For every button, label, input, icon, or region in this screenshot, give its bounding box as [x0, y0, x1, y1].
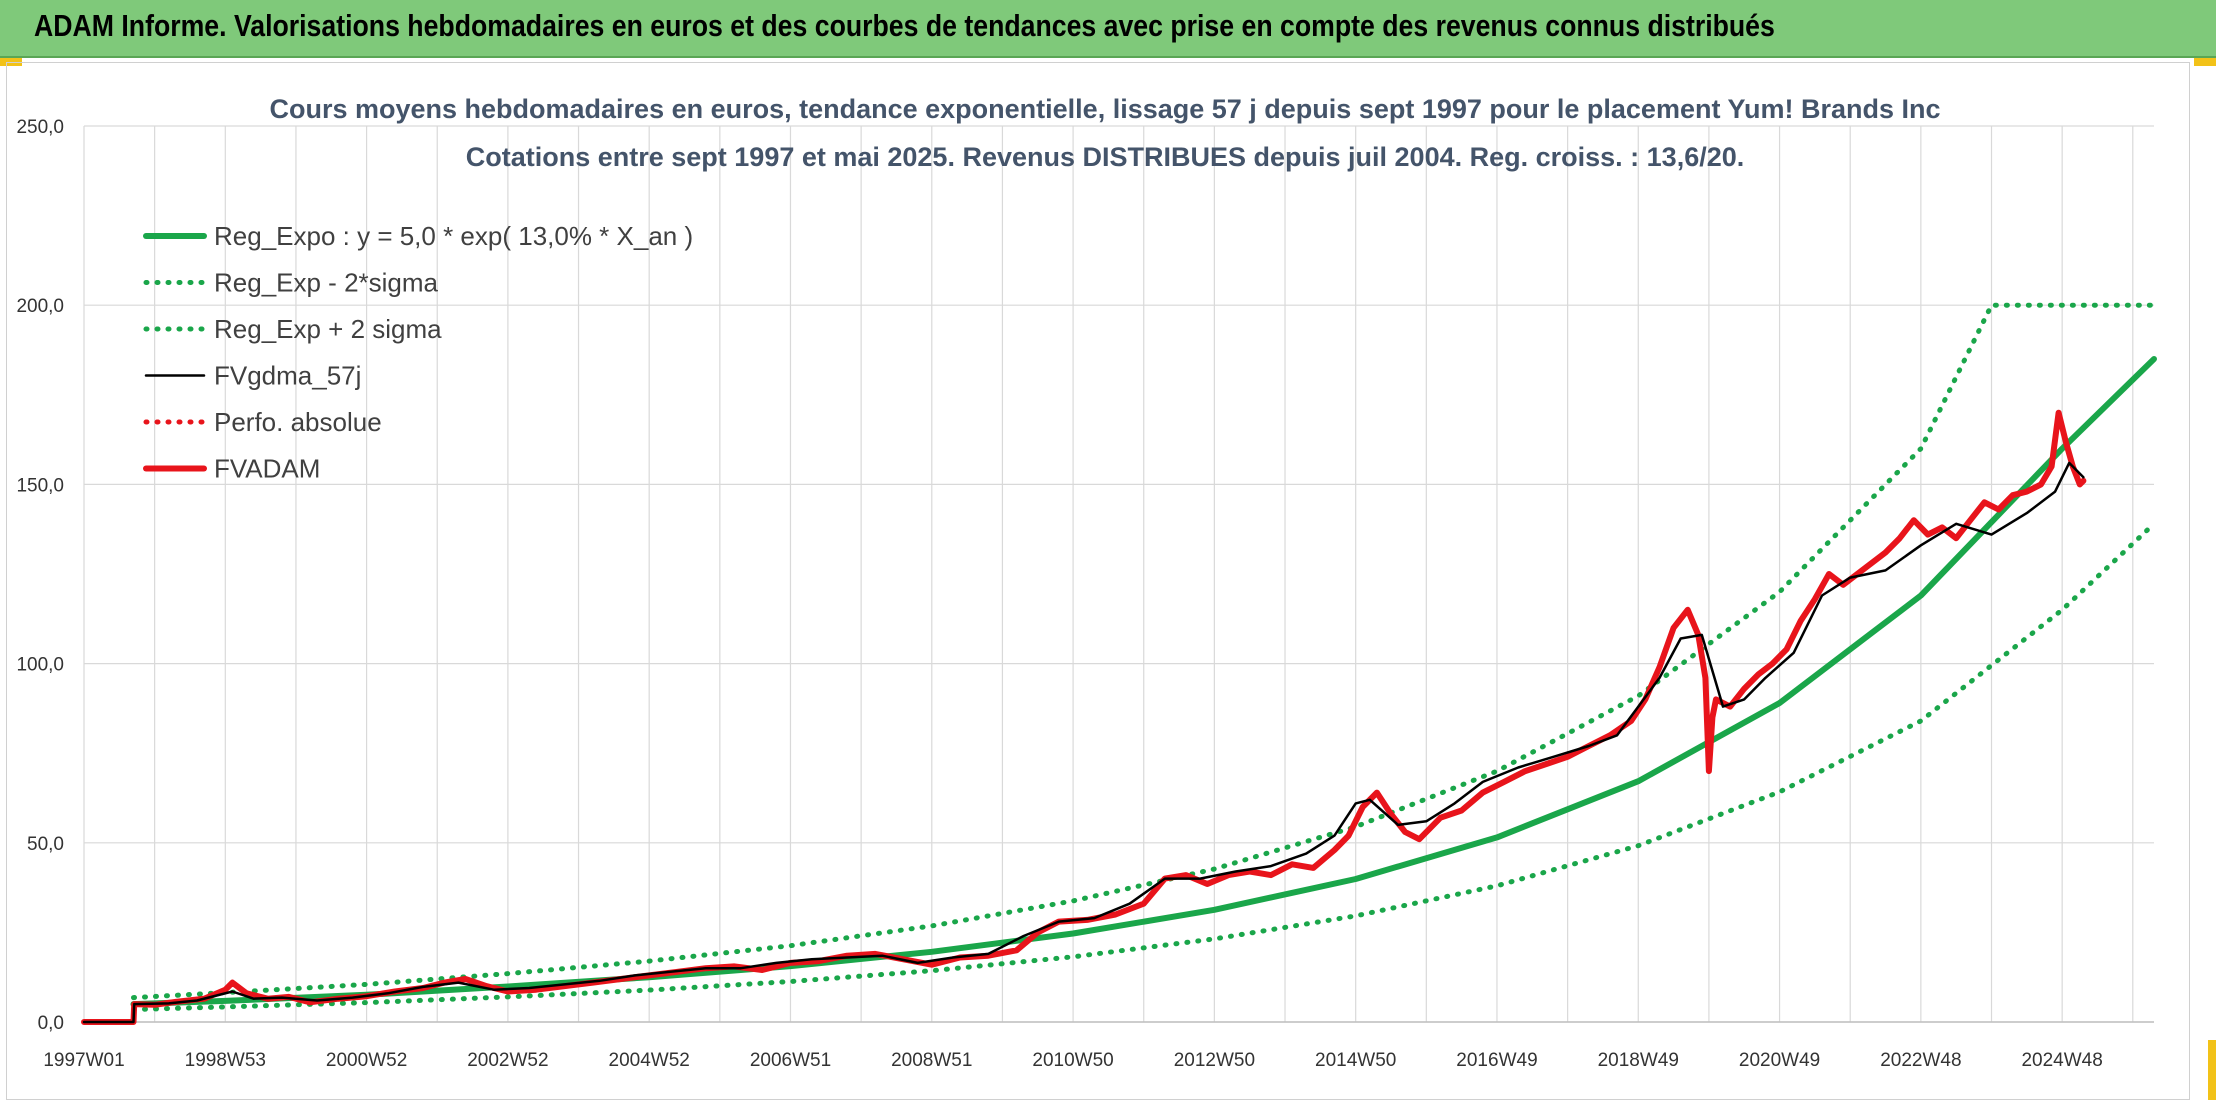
- grid: [83, 125, 2154, 1023]
- corner-marker-bottom-right: [2208, 1040, 2216, 1100]
- x-tick-label: 1998W53: [185, 1050, 266, 1071]
- x-tick-label: 1997W01: [43, 1050, 124, 1071]
- x-tick-label: 2020W49: [1739, 1050, 1820, 1071]
- y-tick-label: 0,0: [38, 1013, 64, 1034]
- series-line-2: [131, 302, 2157, 1001]
- x-tick-label: 2004W52: [609, 1050, 690, 1071]
- x-tick-label: 2008W51: [891, 1050, 972, 1071]
- x-tick-label: 2010W50: [1032, 1050, 1113, 1071]
- legend-label: Reg_Exp - 2*sigma: [214, 268, 439, 298]
- x-tick-label: 2002W52: [467, 1050, 548, 1071]
- page-title: ADAM Informe. Valorisations hebdomadaire…: [34, 8, 1775, 43]
- legend-label: FVADAM: [214, 454, 320, 484]
- y-tick-label: 150,0: [16, 475, 64, 496]
- legend-label: Perfo. absolue: [214, 407, 382, 437]
- x-tick-label: 2012W50: [1174, 1050, 1255, 1071]
- y-tick-label: 200,0: [16, 296, 64, 317]
- chart-frame: [6, 62, 2190, 1100]
- x-tick-label: 2022W48: [1880, 1050, 1961, 1071]
- y-tick-label: 50,0: [27, 834, 64, 855]
- x-tick-label: 2024W48: [2021, 1050, 2102, 1071]
- series-line-3: [82, 461, 2085, 1024]
- x-tick-label: 2006W51: [750, 1050, 831, 1071]
- axes: 0,0 50,0 100,0 150,0 200,0 250,0 1997W01 1998W5…: [16, 117, 2154, 1071]
- series-layer: [81, 302, 2157, 1025]
- series-line-1: [131, 521, 2157, 1012]
- chart-subtitle: Cotations entre sept 1997 et mai 2025. R…: [466, 142, 1745, 172]
- series-line-0: [130, 356, 2157, 1008]
- x-tick-label: 2018W49: [1598, 1050, 1679, 1071]
- legend-label: FVgdma_57j: [214, 361, 361, 391]
- x-tick-label: 2016W49: [1456, 1050, 1537, 1071]
- legend: Reg_Expo : y = 5,0 * exp( 13,0% * X_an )…: [143, 221, 693, 484]
- header-bar: ADAM Informe. Valorisations hebdomadaire…: [0, 0, 2216, 58]
- chart-title: Cours moyens hebdomadaires en euros, ten…: [269, 94, 1940, 124]
- corner-marker-right: [2194, 58, 2216, 66]
- y-tick-label: 100,0: [16, 655, 64, 676]
- legend-label: Reg_Exp + 2 sigma: [214, 314, 442, 344]
- x-tick-label: 2000W52: [326, 1050, 407, 1071]
- series-line-5: [81, 409, 2087, 1025]
- y-tick-label: 250,0: [16, 117, 64, 138]
- legend-label: Reg_Expo : y = 5,0 * exp( 13,0% * X_an ): [214, 221, 693, 251]
- x-tick-label: 2014W50: [1315, 1050, 1396, 1071]
